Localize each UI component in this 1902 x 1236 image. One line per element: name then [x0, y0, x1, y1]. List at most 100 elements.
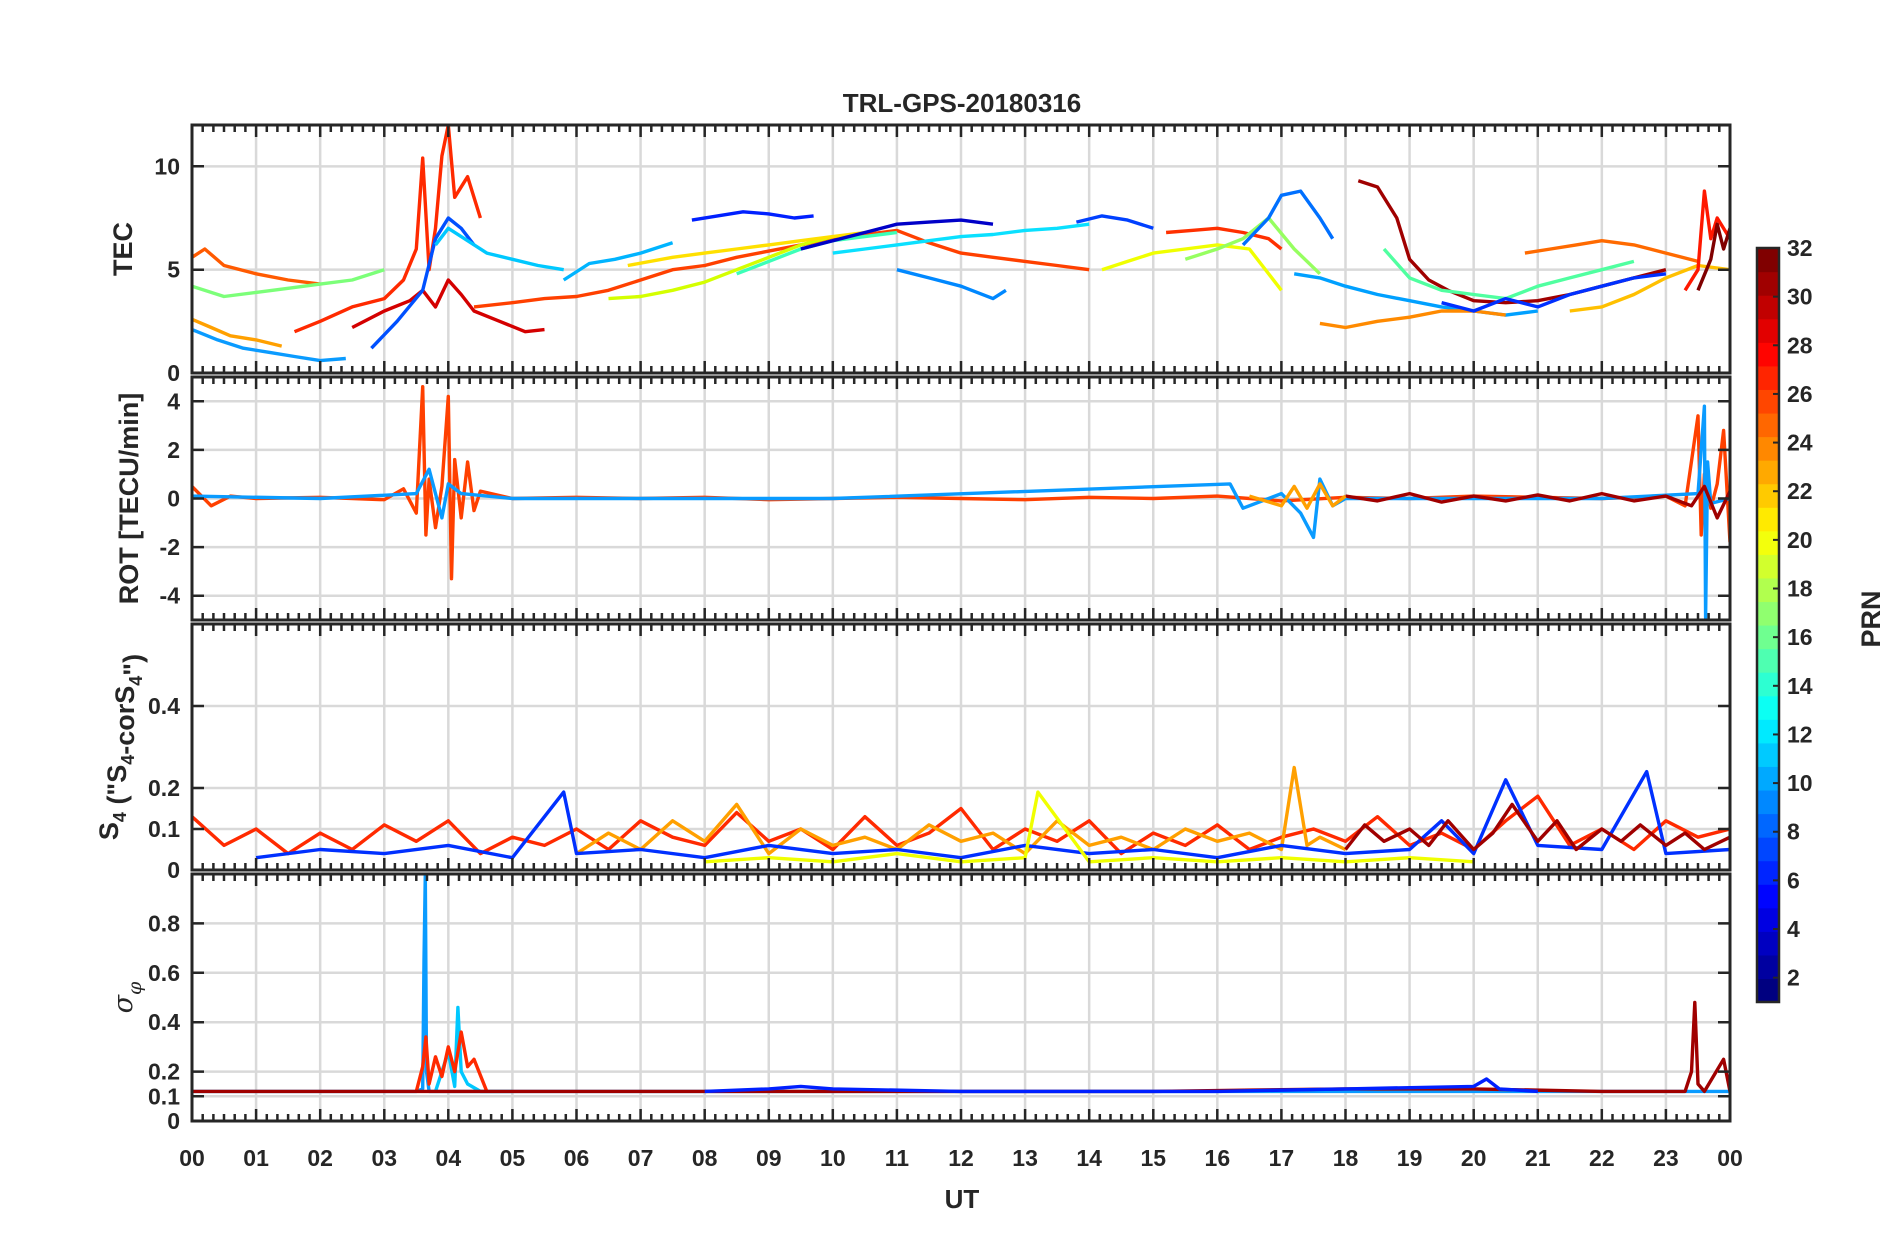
colorbar-tick-label: 26 — [1787, 381, 1813, 407]
y-axis-label: ROT [TECU/min] — [114, 393, 144, 604]
colorbar-tick-label: 28 — [1787, 332, 1813, 358]
colorbar-tick-label: 4 — [1787, 916, 1800, 942]
chart-title: TRL-GPS-20180316 — [843, 88, 1081, 118]
x-tick-label: 20 — [1461, 1145, 1487, 1171]
y-tick-label: -2 — [160, 534, 180, 560]
axis-ticks — [190, 377, 1732, 620]
y-tick-label: 10 — [154, 153, 180, 179]
y-tick-label: 4 — [167, 388, 180, 414]
y-tick-label: 2 — [167, 437, 180, 463]
x-axis-label: UT — [945, 1184, 980, 1214]
x-tick-label: 01 — [243, 1145, 269, 1171]
series-line-prn-23 — [1319, 309, 1506, 330]
axis-ticks — [190, 125, 1732, 375]
series-group — [192, 765, 1730, 864]
colorbar-segment — [1757, 789, 1779, 815]
y-tick-label: 0 — [167, 360, 180, 386]
colorbar-segment — [1757, 884, 1779, 909]
y-tick-label: 0.1 — [148, 816, 180, 842]
series-line-prn-29 — [1683, 189, 1730, 292]
colorbar-segment — [1757, 837, 1779, 862]
colorbar-tick-label: 30 — [1787, 284, 1813, 310]
x-tick-label: 00 — [179, 1145, 205, 1171]
colorbar-segment — [1757, 554, 1779, 579]
colorbar-segment — [1757, 907, 1779, 932]
y-tick-label: 0.4 — [148, 693, 180, 719]
x-tick-label: 16 — [1205, 1145, 1231, 1171]
series-group — [192, 874, 1730, 1094]
series-line-prn-19 — [608, 234, 834, 301]
x-tick-label: 09 — [756, 1145, 782, 1171]
colorbar-segment — [1757, 625, 1779, 650]
series-group — [192, 385, 1730, 620]
panel-tec: 0 5 10 TEC — [108, 123, 1732, 386]
colorbar-segment — [1757, 248, 1779, 273]
colorbar-segment — [1757, 672, 1779, 697]
colorbar-segment — [1757, 389, 1779, 414]
colorbar-segment — [1757, 931, 1779, 956]
y-tick-label: 0.6 — [148, 960, 180, 986]
colorbar-segment — [1757, 648, 1779, 673]
colorbar-tick-label: 2 — [1787, 965, 1800, 991]
colorbar-segment — [1757, 601, 1779, 626]
colorbar-tick-label: 24 — [1787, 430, 1813, 456]
colorbar-segment — [1757, 412, 1779, 438]
y-axis-label: TEC — [108, 222, 138, 276]
y-tick-label: 0 — [167, 857, 180, 883]
series-line-prn-25 — [1524, 238, 1699, 264]
series-line-prn-12 — [434, 226, 564, 272]
series-line-prn-21 — [627, 230, 866, 268]
colorbar-segment — [1757, 318, 1779, 343]
colorbar-segment — [1757, 295, 1779, 320]
x-tick-label: 15 — [1140, 1145, 1166, 1171]
x-tick-label: 23 — [1653, 1145, 1679, 1171]
y-tick-label: 0.1 — [148, 1083, 180, 1109]
series-line-prn-16 — [1184, 216, 1322, 276]
x-tick-labels: 00 01 02 03 04 05 06 07 08 09 10 11 12 13 14 15 16 17 18 19… — [179, 1145, 1743, 1171]
colorbar-segment — [1757, 483, 1779, 508]
panel-sigma_phi: 00.10.2 0.4 0.6 0.8 σφ — [108, 872, 1732, 1134]
panel-s4: 0 0.1 0.2 0.4S4 ("S4-corS4") — [94, 622, 1732, 883]
x-tick-label: 07 — [628, 1145, 654, 1171]
x-tick-label: 05 — [500, 1145, 526, 1171]
series-line-prn-11 — [562, 241, 674, 282]
series-line-prn-13 — [832, 222, 1090, 255]
colorbar-segment — [1757, 766, 1779, 791]
colorbar-segment — [1757, 460, 1779, 485]
x-tick-label: 06 — [564, 1145, 590, 1171]
x-tick-label: 03 — [371, 1145, 397, 1171]
series-line-prn-10 — [896, 268, 1007, 301]
series-line-prn-7 — [370, 216, 476, 350]
y-tick-label: 0 — [167, 486, 180, 512]
colorbar-frame — [1755, 246, 1781, 1004]
colorbar-tick-label: 10 — [1787, 770, 1813, 796]
series-line-prn-28 — [293, 125, 483, 334]
series-line-prn-31 — [1345, 484, 1730, 520]
x-tick-label: 08 — [692, 1145, 718, 1171]
series-line-prn-25 — [192, 247, 321, 286]
colorbar-tick-label: 6 — [1787, 867, 1800, 893]
panel-rot: -4 -2 0 2 4 ROT [TECU/min] — [114, 375, 1732, 622]
colorbar-segment — [1757, 954, 1779, 980]
x-tick-label: 00 — [1717, 1145, 1743, 1171]
colorbar-tick-label: 20 — [1787, 527, 1813, 553]
colorbar-segment — [1757, 365, 1779, 390]
colorbar-segment — [1757, 577, 1779, 603]
x-tick-label: 13 — [1012, 1145, 1038, 1171]
x-tick-label: 11 — [885, 1145, 910, 1171]
colorbar-label: PRN — [1856, 590, 1886, 647]
x-tick-label: 19 — [1397, 1145, 1423, 1171]
series-line-prn-20 — [1101, 243, 1283, 292]
colorbar-tick-label: 14 — [1787, 673, 1813, 699]
series-line-prn-22 — [192, 317, 283, 348]
colorbar-segment — [1757, 813, 1779, 838]
colorbar-tick-label: 18 — [1787, 576, 1813, 602]
y-tick-label: 0.2 — [148, 1059, 180, 1085]
x-tick-label: 17 — [1269, 1145, 1295, 1171]
series-line-prn-30 — [351, 278, 545, 334]
y-tick-label: 0.8 — [148, 910, 180, 936]
y-tick-label: -4 — [160, 583, 181, 609]
